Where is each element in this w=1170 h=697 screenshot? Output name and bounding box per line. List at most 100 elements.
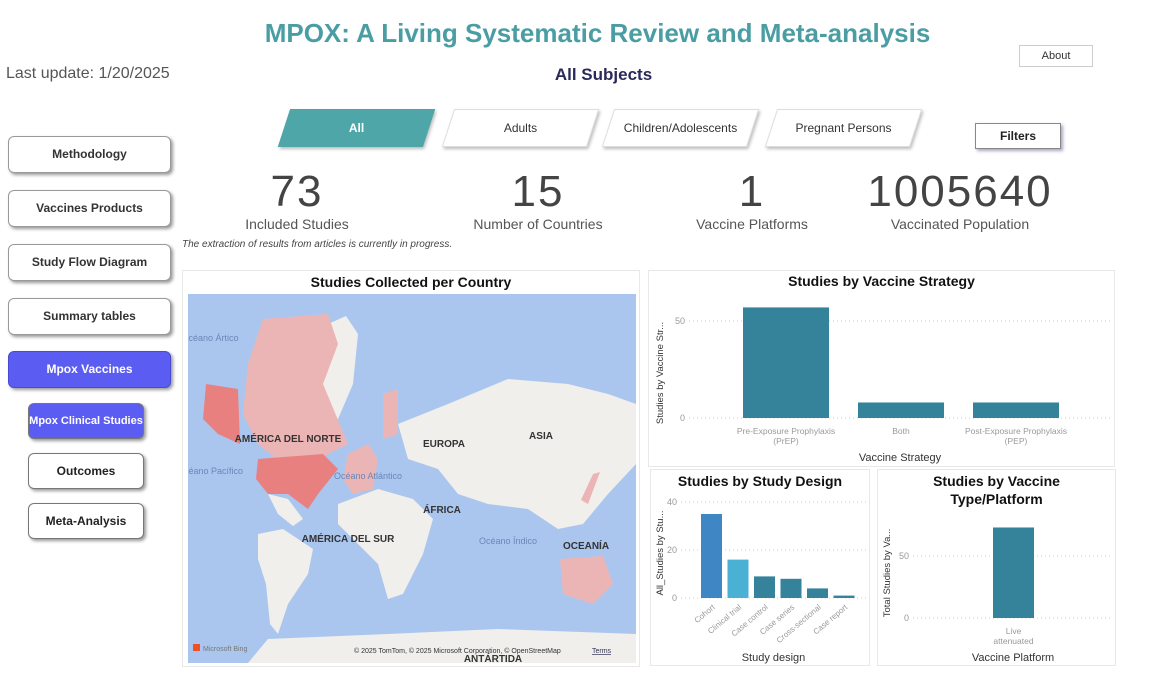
x-tick-label: Live attenuated	[993, 626, 1033, 646]
map-attribution: © 2025 TomTom, © 2025 Microsoft Corporat…	[354, 647, 561, 655]
label-arctic: Océano Ártico	[188, 333, 239, 343]
page-title: MPOX: A Living Systematic Review and Met…	[264, 18, 931, 48]
label-indian: Océano Índico	[479, 536, 537, 546]
nav-summary-tables[interactable]: Summary tables	[8, 298, 171, 335]
map-title: Studies Collected per Country	[310, 274, 512, 290]
x-tick-label: Both	[892, 426, 910, 436]
mexico	[268, 494, 303, 526]
canada	[243, 314, 348, 464]
asia	[398, 379, 636, 529]
segment-pregnant[interactable]: Pregnant Persons	[764, 109, 923, 147]
chart-svg: 0 50 Live attenuated Vaccine Platform Total S…	[882, 527, 1113, 664]
kpi-included-studies: 73 Included Studies	[197, 167, 397, 233]
kpi-countries: 15 Number of Countries	[438, 167, 638, 233]
y-axis-title: Studies by Vaccine Str...	[655, 322, 666, 424]
nav-mpox-vaccines[interactable]: Mpox Vaccines	[8, 351, 171, 388]
finland	[383, 389, 398, 439]
segment-children[interactable]: Children/Adolescents	[601, 109, 760, 147]
y-tick-label: 0	[672, 593, 677, 603]
last-update: Last update: 1/20/2025	[6, 65, 170, 82]
label-pacific: Océano Pacífico	[188, 466, 243, 476]
kpi-platforms: 1 Vaccine Platforms	[652, 167, 852, 233]
progress-note: The extraction of results from articles …	[182, 239, 453, 250]
y-axis-title: All_Studies by Stu...	[655, 510, 666, 595]
chart-vaccine-strategy: Studies by Vaccine Strategy 0 50 Pre-Expos…	[648, 270, 1115, 467]
antarctica	[248, 629, 636, 663]
bar	[807, 588, 828, 598]
bar	[973, 402, 1059, 418]
y-tick-label: 0	[680, 413, 685, 423]
y-tick-label: 50	[899, 551, 909, 561]
bar	[743, 307, 829, 418]
y-tick-label: 40	[667, 497, 677, 507]
bar	[993, 527, 1034, 618]
label-north-america: AMÉRICA DEL NORTE	[235, 432, 342, 445]
chart-title: Studies by Study Design	[677, 473, 843, 489]
segment-adults[interactable]: Adults	[441, 109, 600, 147]
nav-vaccines-products[interactable]: Vaccines Products	[8, 190, 171, 227]
nav-mpox-clinical-studies[interactable]: Mpox Clinical Studies	[28, 403, 144, 439]
nav-study-flow-diagram[interactable]: Study Flow Diagram	[8, 244, 171, 281]
page-subtitle: All Subjects	[554, 65, 653, 84]
label-atlantic: Océano Atlántico	[334, 471, 402, 481]
x-tick-label: Pre-Exposure Prophylaxis (PrEP)	[737, 426, 835, 446]
y-tick-label: 20	[667, 545, 677, 555]
land	[248, 316, 636, 663]
y-axis-title: Total Studies by Va...	[882, 529, 893, 618]
label-south-america: AMÉRICA DEL SUR	[302, 532, 396, 545]
kpi-value: 1005640	[867, 167, 1053, 216]
label-europe: EUROPA	[423, 439, 465, 450]
segment-label: All	[348, 121, 365, 135]
bar	[754, 576, 775, 598]
highlighted-countries	[203, 314, 613, 604]
map-terms-link[interactable]: Terms	[592, 648, 612, 655]
x-axis-title: Vaccine Strategy	[859, 452, 942, 464]
chart-study-design: Studies by Study Design 0 20 40 Cohort Clini…	[650, 469, 870, 666]
x-axis-title: Vaccine Platform	[972, 652, 1054, 664]
chart-svg: 0 50 Pre-Exposure Prophylaxis (PrEP) Both Pos…	[655, 307, 1111, 464]
segment-label: Pregnant Persons	[795, 121, 892, 135]
label-antarctica: ANTÁRTIDA	[464, 652, 522, 663]
about-button[interactable]: About	[1019, 45, 1093, 67]
nav-meta-analysis[interactable]: Meta-Analysis	[28, 503, 144, 539]
x-axis-title: Study design	[742, 652, 806, 664]
kpi-label: Number of Countries	[473, 216, 603, 232]
kpi-value: 15	[511, 167, 565, 216]
x-tick-label: Post-Exposure Prophylaxis (PEP)	[965, 426, 1067, 446]
kpi-value: 73	[270, 167, 324, 216]
microsoft-logo-icon	[193, 644, 200, 651]
y-tick-label: 50	[675, 316, 685, 326]
chart-title: Studies by Vaccine Type/Platform	[933, 473, 1060, 507]
bar	[701, 514, 722, 598]
segment-all[interactable]: All	[277, 109, 436, 147]
kpi-value: 1	[738, 167, 766, 216]
nav-outcomes[interactable]: Outcomes	[28, 453, 144, 489]
label-africa: ÁFRICA	[423, 503, 461, 516]
chart-title: Studies by Vaccine Strategy	[788, 273, 975, 289]
segment-label: Children/Adolescents	[623, 121, 738, 135]
kpi-label: Vaccinated Population	[890, 216, 1030, 232]
world-map[interactable]: Océano Ártico Océano Pacífico Océano Atl…	[188, 294, 636, 663]
label-oceania: OCEANÍA	[563, 539, 609, 552]
south-america	[258, 529, 313, 634]
filters-button[interactable]: Filters	[975, 123, 1061, 149]
y-tick-label: 0	[904, 613, 909, 623]
kpi-vaccinated: 1005640 Vaccinated Population	[860, 167, 1060, 233]
africa	[338, 489, 433, 599]
japan	[581, 472, 600, 504]
australia	[560, 556, 613, 604]
alaska	[203, 384, 240, 444]
bar	[858, 402, 944, 418]
nav-methodology[interactable]: Methodology	[8, 136, 171, 173]
segment-label: Adults	[503, 121, 538, 135]
label-asia: ASIA	[529, 431, 553, 442]
bar	[727, 559, 749, 598]
kpi-label: Included Studies	[245, 216, 349, 232]
usa	[256, 454, 338, 509]
bar	[780, 578, 802, 598]
bar	[833, 595, 855, 598]
bing-credit: Microsoft Bing	[203, 646, 247, 653]
europe-countries	[343, 444, 378, 494]
chart-vaccine-platform: Studies by Vaccine Type/Platform 0 50 Live…	[877, 469, 1116, 666]
